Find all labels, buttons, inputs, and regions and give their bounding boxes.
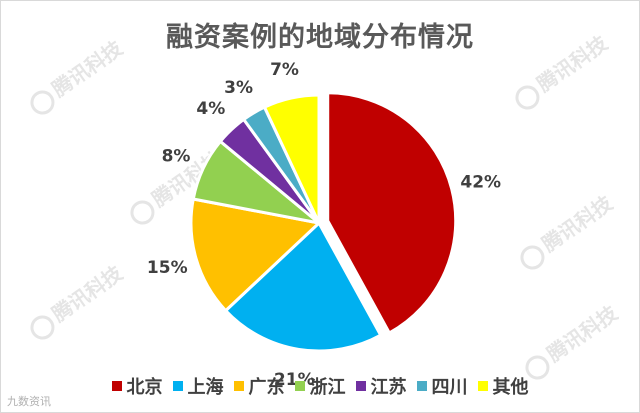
legend-item: 浙江 (294, 373, 346, 399)
legend-label: 北京 (126, 377, 163, 398)
legend-label: 广东 (248, 377, 285, 398)
chart-legend: 北京 上海 广东 浙江 江苏 四川 其他 (1, 373, 639, 399)
legend-item: 其他 (477, 373, 529, 399)
legend-label: 浙江 (309, 377, 346, 398)
pie-slice-2 (189, 197, 323, 313)
legend-label: 上海 (187, 377, 224, 398)
pie-slice-1 (223, 220, 383, 353)
legend-label: 其他 (492, 377, 529, 398)
chart-title: 融资案例的地域分布情况 (166, 22, 474, 53)
pie-data-label: 8% (162, 147, 191, 167)
legend-swatch (294, 381, 305, 391)
legend-swatch (172, 381, 183, 391)
pie-data-label: 15% (147, 258, 188, 278)
legend-swatch (477, 381, 488, 391)
legend-label: 江苏 (370, 377, 407, 398)
pie-data-label: 7% (270, 60, 299, 80)
pie-slice-6 (262, 93, 321, 224)
legend-item: 四川 (416, 373, 468, 399)
pie-data-label: 4% (196, 99, 225, 119)
legend-item: 上海 (172, 373, 224, 399)
source-watermark: 九数资讯 (7, 395, 51, 408)
legend-swatch (416, 381, 427, 391)
legend-item: 北京 (111, 373, 163, 399)
pie-slice-0 (326, 91, 458, 335)
legend-label: 四川 (431, 377, 468, 398)
pie-data-label: 3% (224, 78, 253, 98)
legend-swatch (111, 381, 122, 391)
legend-swatch (233, 381, 244, 391)
legend-item: 江苏 (355, 373, 407, 399)
pie-data-label: 42% (460, 172, 501, 192)
legend-item: 广东 (233, 373, 285, 399)
legend-swatch (355, 381, 366, 391)
